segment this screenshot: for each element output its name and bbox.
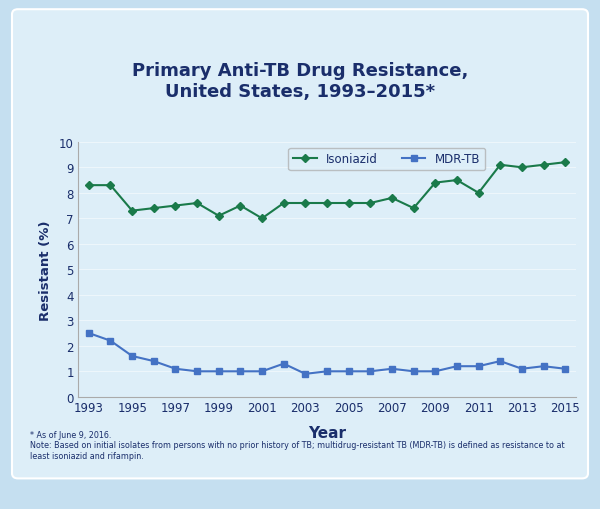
- Isoniazid: [172, 203, 179, 209]
- Isoniazid: [150, 206, 157, 212]
- Isoniazid: [302, 201, 309, 207]
- MDR-TB: [454, 363, 461, 370]
- MDR-TB: [215, 369, 223, 375]
- Isoniazid: [128, 208, 136, 214]
- Isoniazid: [388, 195, 395, 202]
- MDR-TB: [85, 330, 92, 336]
- Isoniazid: [540, 162, 547, 168]
- MDR-TB: [367, 369, 374, 375]
- Isoniazid: [497, 162, 504, 168]
- MDR-TB: [172, 366, 179, 372]
- Y-axis label: Resistant (%): Resistant (%): [39, 219, 52, 320]
- Isoniazid: [562, 160, 569, 166]
- Isoniazid: [280, 201, 287, 207]
- MDR-TB: [562, 366, 569, 372]
- MDR-TB: [518, 366, 526, 372]
- MDR-TB: [388, 366, 395, 372]
- Isoniazid: [367, 201, 374, 207]
- Isoniazid: [431, 180, 439, 186]
- Isoniazid: [475, 190, 482, 196]
- X-axis label: Year: Year: [308, 425, 346, 440]
- Isoniazid: [454, 178, 461, 184]
- Isoniazid: [85, 183, 92, 189]
- Text: * As of June 9, 2016.
Note: Based on initial isolates from persons with no prior: * As of June 9, 2016. Note: Based on ini…: [30, 430, 565, 460]
- MDR-TB: [280, 361, 287, 367]
- MDR-TB: [150, 358, 157, 364]
- Isoniazid: [345, 201, 352, 207]
- MDR-TB: [497, 358, 504, 364]
- MDR-TB: [540, 363, 547, 370]
- MDR-TB: [237, 369, 244, 375]
- Isoniazid: [215, 213, 223, 219]
- MDR-TB: [302, 371, 309, 377]
- MDR-TB: [475, 363, 482, 370]
- Legend: Isoniazid, MDR-TB: Isoniazid, MDR-TB: [289, 149, 485, 171]
- Line: MDR-TB: MDR-TB: [86, 331, 568, 377]
- FancyBboxPatch shape: [12, 10, 588, 478]
- MDR-TB: [323, 369, 331, 375]
- Isoniazid: [410, 206, 417, 212]
- Isoniazid: [107, 183, 114, 189]
- Isoniazid: [193, 201, 200, 207]
- Isoniazid: [518, 165, 526, 171]
- Line: Isoniazid: Isoniazid: [86, 160, 568, 221]
- MDR-TB: [431, 369, 439, 375]
- MDR-TB: [193, 369, 200, 375]
- Text: Primary Anti-TB Drug Resistance,
United States, 1993–2015*: Primary Anti-TB Drug Resistance, United …: [132, 62, 468, 101]
- Isoniazid: [237, 203, 244, 209]
- Isoniazid: [259, 216, 266, 222]
- MDR-TB: [410, 369, 417, 375]
- MDR-TB: [128, 353, 136, 359]
- MDR-TB: [107, 338, 114, 344]
- Isoniazid: [323, 201, 331, 207]
- MDR-TB: [345, 369, 352, 375]
- MDR-TB: [259, 369, 266, 375]
